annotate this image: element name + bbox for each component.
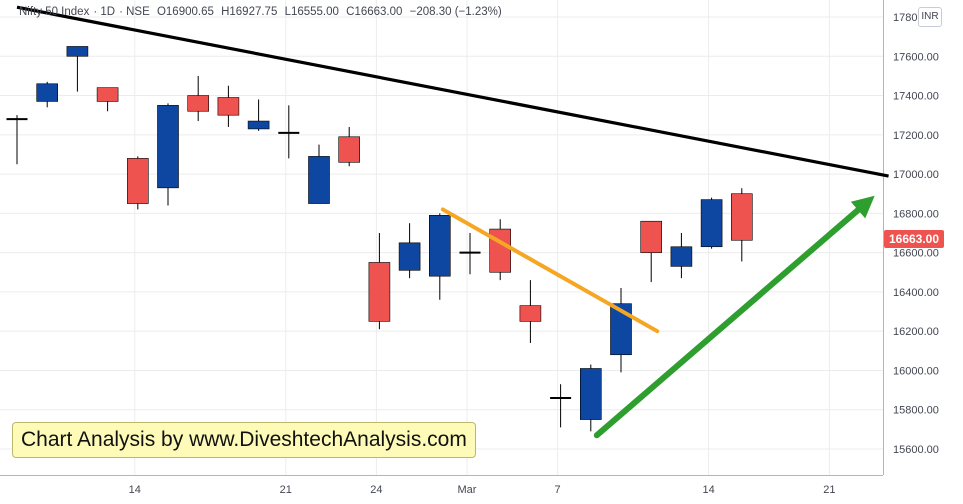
x-tick-label: Mar [458,484,477,496]
watermark-banner: Chart Analysis by www.DiveshtechAnalysis… [12,422,476,458]
candle-body [428,215,451,277]
candle-body [579,368,602,420]
x-tick-label: 7 [555,484,561,496]
candle-body [640,220,663,253]
symbol-name[interactable]: Nifty 50 Index [19,6,90,18]
x-tick-label: 14 [129,484,141,496]
rising-arrow-shaft [593,207,862,439]
candle-body [36,83,59,102]
candle-body [127,158,149,204]
candle-body [610,303,632,356]
candle-body [670,246,693,267]
y-tick-label: 15800.00 [893,405,939,417]
candle-body [730,193,753,241]
rising-arrow-head [850,195,875,219]
candle-body [157,105,179,189]
interval-label[interactable]: 1D [100,6,116,18]
candle-body [398,242,421,271]
high-value: H16927.75 [221,6,278,18]
y-tick-label: 17600.00 [893,51,939,63]
low-value: L16555.00 [284,6,339,18]
exchange-label: NSE [126,6,150,18]
candle-body [308,156,330,204]
y-tick-label: 16800.00 [893,208,939,220]
candle-body [338,136,361,163]
ohlc-legend: Nifty 50 Index · 1D · NSE O16900.65 H16927… [19,6,502,18]
y-tick-label: 16600.00 [893,248,939,260]
currency-button[interactable]: INR [918,7,942,27]
open-value: O16900.65 [156,6,214,18]
change-value: −208.30 (−1.23%) [409,6,502,18]
close-value: C16663.00 [346,6,403,18]
candle-body [700,199,723,248]
y-tick-label: 16400.00 [893,287,939,299]
candle-body [368,262,391,322]
x-tick-label: 21 [280,484,292,496]
candle-body [217,97,240,116]
candle-body [247,120,270,130]
y-tick-label: 16200.00 [893,326,939,338]
candle-body [66,46,89,57]
last-price-tag: 16663.00 [884,230,944,248]
y-tick-label: 17200.00 [893,130,939,142]
candle-body [519,305,542,322]
y-tick-label: 16000.00 [893,365,939,377]
x-tick-label: 24 [370,484,382,496]
x-tick-label: 21 [823,484,835,496]
candle-body [96,87,119,102]
y-tick-label: 17400.00 [893,91,939,103]
x-tick-label: 14 [702,484,714,496]
candle-body [187,95,209,112]
falling-trendline [440,207,660,334]
resistance-trendline [16,5,889,178]
y-tick-label: 15600.00 [893,444,939,456]
y-tick-label: 17000.00 [893,169,939,181]
